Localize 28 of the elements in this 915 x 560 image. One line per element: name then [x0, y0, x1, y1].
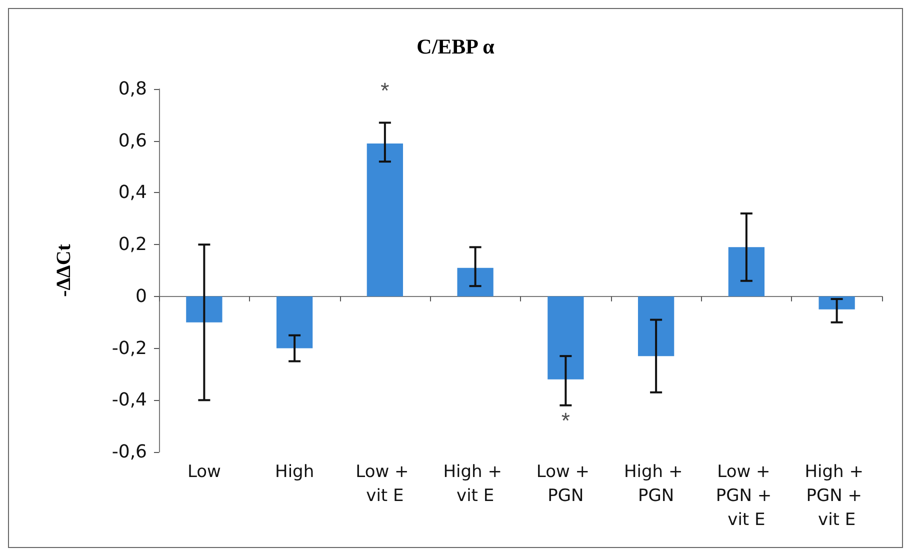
chart-title: C/EBP α: [416, 34, 495, 58]
y-tick-label: -0,2: [112, 338, 147, 359]
y-tick-label: 0,4: [118, 182, 147, 204]
y-tick-label: -0,6: [112, 442, 147, 462]
x-tick-label: High + PGN + vit E: [804, 462, 869, 530]
y-tick-label: -0,4: [112, 390, 147, 411]
bar: [276, 296, 313, 348]
bar: [186, 296, 222, 322]
bar: [548, 296, 584, 380]
y-tick-label: 0,6: [118, 130, 147, 152]
bar: [818, 296, 855, 310]
annotation: *: [380, 78, 390, 103]
x-tick-label: High + vit E: [443, 462, 508, 506]
x-tick-label: Low: [187, 462, 222, 482]
bar: [366, 143, 404, 296]
x-tick-label: High + PGN: [624, 462, 688, 506]
bar: [457, 268, 494, 296]
x-tick-label: High: [275, 462, 314, 482]
y-tick-label: 0,2: [118, 234, 147, 256]
annotation: *: [561, 408, 570, 433]
bar: [728, 247, 765, 296]
x-tick-label: Low + PGN + vit E: [716, 462, 778, 530]
x-tick-label: Low + vit E: [356, 462, 414, 506]
y-tick-label: 0,8: [118, 78, 147, 100]
bar: [638, 296, 674, 356]
y-tick-label: 0: [136, 286, 147, 307]
y-axis-title: -ΔΔCt: [53, 244, 75, 297]
x-tick-label: Low + PGN: [536, 462, 595, 506]
